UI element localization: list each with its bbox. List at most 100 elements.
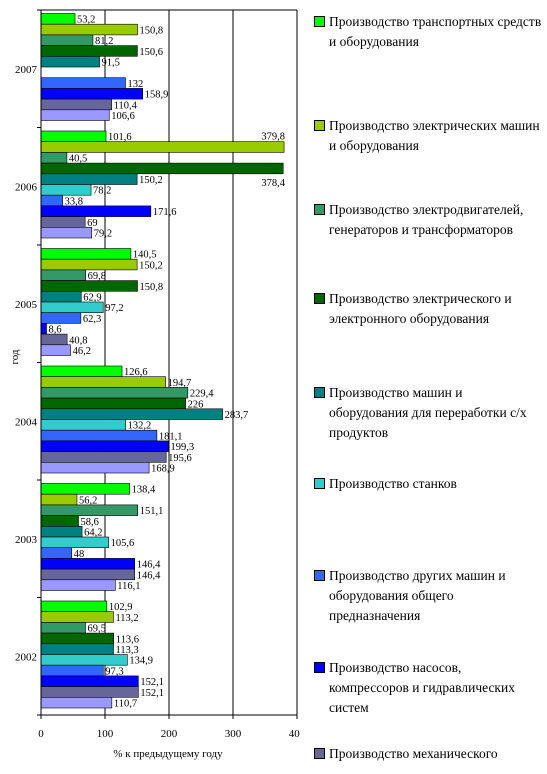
data-label: 56,2: [79, 495, 97, 506]
bar: [40, 419, 126, 431]
bar: [40, 429, 158, 442]
bar: [40, 88, 143, 100]
data-label: 33,8: [65, 196, 83, 207]
legend-item: Производство электрических машин и обору…: [314, 116, 542, 156]
data-label: 40,5: [69, 154, 87, 165]
bar: [40, 387, 189, 399]
bar: [40, 515, 79, 527]
data-label: 78,2: [93, 186, 111, 197]
legend-item: Производство других машин и оборудования…: [314, 566, 542, 626]
data-label: 97,2: [105, 303, 123, 314]
bar: [40, 55, 100, 68]
bar: [40, 23, 138, 36]
bar: [40, 579, 116, 591]
data-label: 97,3: [105, 666, 123, 677]
bar: [40, 34, 94, 46]
bar: [40, 558, 135, 570]
bar: [40, 13, 76, 25]
bar: [40, 141, 285, 153]
bar: [40, 547, 73, 559]
bar: [40, 451, 167, 463]
bar: [40, 45, 138, 57]
legend-item: Производство насосов, компрессоров и гид…: [314, 658, 542, 718]
y-tick-label: 2003: [15, 534, 38, 546]
data-label: 102,9: [109, 602, 133, 613]
legend-label: Производство других машин и оборудования…: [329, 568, 506, 623]
data-label: 69,5: [87, 624, 105, 635]
x-tick-label: 200: [161, 728, 178, 740]
bar: [40, 162, 284, 175]
bar: [40, 664, 104, 677]
legend-item: Производство электрического и электронно…: [314, 289, 542, 329]
legend-item: Производство электродвигателей, генерато…: [314, 200, 542, 240]
bar: [40, 216, 86, 228]
data-label: 229,4: [190, 389, 214, 400]
bar: [40, 333, 68, 346]
data-label: 171,6: [153, 207, 177, 218]
data-label: 132,2: [128, 421, 152, 432]
bar: [40, 130, 107, 142]
legend-swatch: [314, 387, 325, 398]
x-tick-label: 0: [38, 728, 44, 740]
legend-item: Производство машин и оборудования для пе…: [314, 383, 542, 443]
data-label: 40,8: [69, 335, 87, 346]
legend-swatch: [314, 478, 325, 489]
bar: [40, 365, 123, 377]
bar: [40, 269, 86, 281]
data-label: 53,2: [77, 15, 95, 26]
bar: [40, 323, 47, 335]
data-label: 140,5: [133, 250, 157, 261]
data-label: 101,6: [108, 132, 132, 143]
data-label: 91,5: [102, 58, 120, 69]
data-label: 150,8: [140, 282, 164, 293]
bar: [40, 568, 135, 581]
bar: [40, 483, 130, 495]
bar: [40, 109, 110, 121]
data-label: 62,9: [83, 293, 101, 304]
data-label: 150,2: [139, 260, 163, 271]
x-tick-label: 400: [289, 728, 300, 740]
data-label: 152,1: [140, 688, 164, 699]
data-label: 150,2: [139, 175, 163, 186]
legend-swatch: [314, 16, 325, 27]
data-label: 132: [127, 79, 143, 90]
bar: [40, 600, 108, 612]
legend-label: Производство электрических машин и обору…: [329, 118, 540, 153]
data-label: 195,6: [168, 453, 192, 464]
legend-swatch: [314, 662, 325, 673]
bar: [40, 194, 63, 207]
bar: [40, 173, 138, 185]
data-label: 79,2: [94, 229, 112, 240]
bar: [40, 301, 104, 313]
legend-swatch: [314, 120, 325, 131]
data-label: 105,6: [111, 538, 135, 549]
bar: [40, 654, 128, 666]
bar: [40, 525, 83, 538]
x-axis-title: % к предыдущему году: [113, 748, 223, 760]
data-label: 194,7: [168, 378, 192, 389]
legend-label: Производство электрического и электронно…: [329, 291, 512, 326]
data-label: 48: [74, 549, 85, 560]
bar: [40, 77, 126, 89]
data-label: 113,2: [115, 613, 138, 624]
bar: [40, 622, 86, 634]
data-label: 150,6: [139, 47, 163, 58]
bar: [40, 493, 78, 506]
bar: [40, 184, 92, 196]
bar: [40, 312, 82, 324]
bar: [40, 536, 109, 548]
data-label: 69: [87, 218, 98, 229]
data-label: 138,4: [132, 485, 156, 496]
legend-label: Производство насосов, компрессоров и гид…: [329, 660, 515, 715]
legend-item: Производство станков: [314, 474, 542, 494]
x-tick-label: 100: [97, 728, 114, 740]
bar: [40, 643, 114, 655]
bar: [40, 696, 113, 709]
bar: [40, 344, 71, 356]
bar: [40, 408, 223, 420]
bar: [40, 227, 92, 239]
bar: [40, 152, 68, 164]
data-label: 283,7: [225, 410, 249, 421]
legend-swatch: [314, 204, 325, 215]
